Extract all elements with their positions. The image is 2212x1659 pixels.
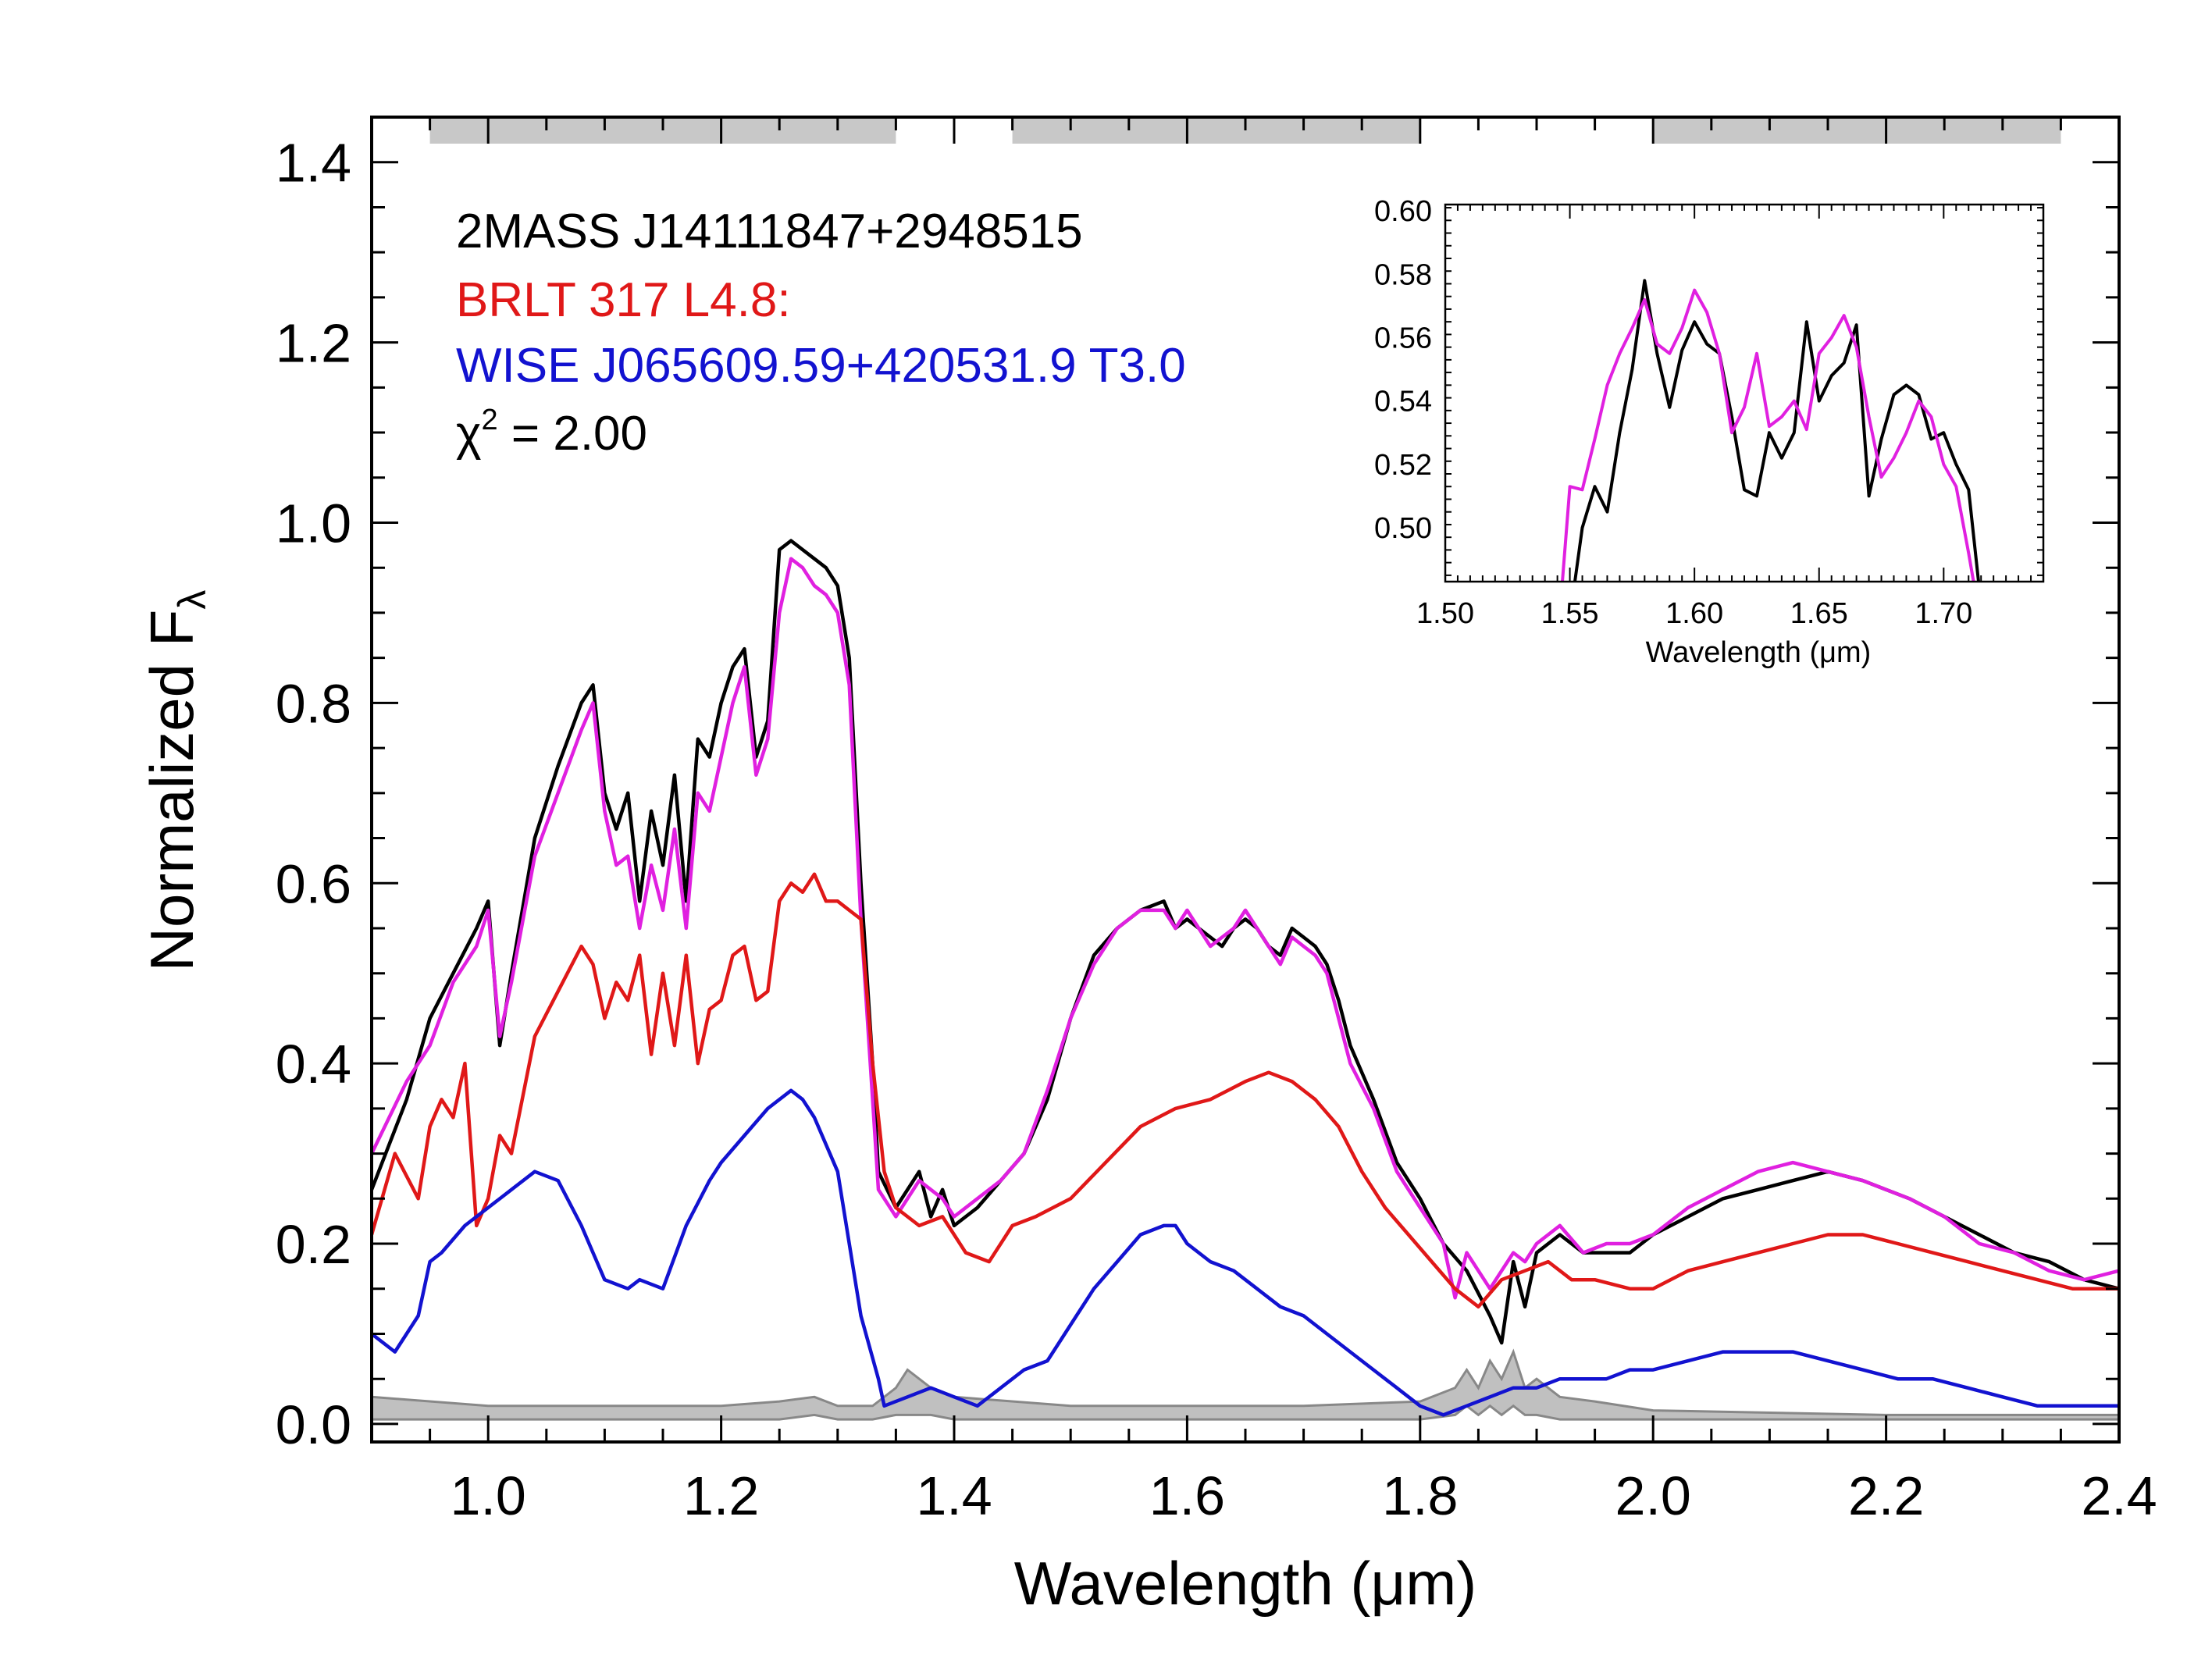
inset-series-layer (1561, 279, 1980, 582)
legend-target: 2MASS J14111847+2948515 (456, 205, 1083, 258)
target-spectrum-line (372, 539, 2119, 1345)
inset-y-tick-label: 0.54 (1374, 386, 1432, 418)
inset-y-tick-label: 0.58 (1374, 258, 1432, 291)
legend-chi-symbol: χ (456, 407, 482, 461)
y-tick-label: 1.4 (276, 133, 351, 194)
main-plot: 1.0 1.2 1.4 1.6 1.8 2.0 2.2 2.4 0.0 0.2 0.4 0.6 0.8… (276, 116, 2157, 1526)
x-tick-label: 2.2 (1848, 1465, 1924, 1526)
inset-target-line (1573, 279, 1980, 582)
inset-x-tick-labels: 1.50 1.55 1.60 1.65 1.70 (1416, 597, 1972, 630)
y-tick-label: 0.0 (276, 1394, 351, 1455)
inset-x-tick-label: 1.55 (1541, 597, 1599, 630)
y-tick-label: 1.0 (276, 493, 351, 554)
x-tick-label: 1.0 (451, 1465, 526, 1526)
inset-x-tick-label: 1.70 (1915, 597, 1972, 630)
template2-line (372, 1088, 2119, 1417)
inset-x-tick-label: 1.50 (1416, 597, 1474, 630)
series-layer (372, 539, 2119, 1417)
telluric-band-2 (1653, 117, 2061, 144)
y-tick-label: 0.2 (276, 1214, 351, 1275)
telluric-band-1 (1012, 117, 1420, 144)
legend-chi-value: = 2.00 (498, 407, 647, 461)
y-tick-label: 1.2 (276, 313, 351, 374)
main-ticks (370, 117, 2121, 1442)
noise-envelope (372, 1348, 2119, 1421)
legend-template1: BRLT 317 L4.8: (456, 273, 791, 327)
y-tick-labels: 0.0 0.2 0.4 0.6 0.8 1.0 1.2 1.4 (276, 133, 351, 1455)
inset-x-axis-label: Wavelength (μm) (1646, 636, 1872, 669)
inset-x-tick-label: 1.60 (1665, 597, 1723, 630)
inset-background (1445, 205, 2043, 582)
legend-chi2: χ2 = 2.00 (456, 404, 647, 461)
y-tick-label: 0.8 (276, 673, 351, 734)
inset-y-tick-label: 0.60 (1374, 195, 1432, 228)
legend-chi-sup: 2 (482, 404, 498, 436)
inset-plot: 1.50 1.55 1.60 1.65 1.70 0.500.520.540.560.5… (1374, 195, 2045, 669)
y-axis-label-main: Normalized F (137, 610, 206, 972)
legend: 2MASS J14111847+2948515 BRLT 317 L4.8: W… (456, 205, 1186, 461)
legend-template2: WISE J065609.59+420531.9 T3.0 (456, 339, 1186, 393)
x-tick-label: 2.4 (2081, 1465, 2157, 1526)
composite-fit-line (372, 557, 2119, 1300)
x-axis-label: Wavelength (μm) (1014, 1549, 1477, 1618)
inset-ticks (1444, 205, 2044, 582)
inset-y-tick-label: 0.56 (1374, 322, 1432, 354)
template1-line (372, 872, 2119, 1309)
y-axis-label: Normalized Fλ (137, 590, 214, 972)
x-tick-label: 1.8 (1382, 1465, 1458, 1526)
x-tick-label: 1.2 (683, 1465, 759, 1526)
x-tick-labels: 1.0 1.2 1.4 1.6 1.8 2.0 2.2 2.4 (451, 1465, 2157, 1526)
x-tick-label: 1.6 (1149, 1465, 1225, 1526)
noise-layer (372, 1348, 2119, 1421)
inset-composite-line (1561, 288, 1975, 582)
inset-y-tick-labels: 0.50 0.52 0.54 0.56 0.58 0.60 (1374, 195, 1432, 545)
inset-x-tick-label: 1.65 (1790, 597, 1848, 630)
y-tick-label: 0.6 (276, 853, 351, 914)
x-tick-label: 1.4 (916, 1465, 992, 1526)
y-tick-label: 0.4 (276, 1034, 351, 1095)
inset-y-tick-label: 0.50 (1374, 512, 1432, 545)
x-tick-label: 2.0 (1615, 1465, 1691, 1526)
y-axis-label-sub: λ (170, 590, 214, 610)
inset-y-tick-label: 0.52 (1374, 449, 1432, 482)
